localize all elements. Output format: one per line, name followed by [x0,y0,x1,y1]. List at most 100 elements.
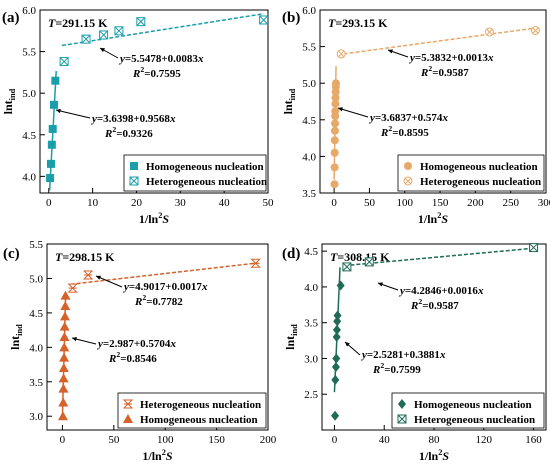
x-tick-label: 40 [219,197,231,209]
annotation-arrowhead [378,282,383,287]
x-tick-label: 300 [538,197,550,209]
text-span: =3.6398+0.9568 [97,113,171,125]
legend-entry-label: Heterogeneous nucleation [140,399,261,411]
text-span: x [439,349,446,361]
fit-r-squared-text: R2=0.8595 [380,124,429,139]
text-span: =0.7599 [384,364,421,376]
y-tick-label: 3.0 [304,353,318,365]
point-diamond [333,316,342,327]
data-point [51,76,60,85]
x-tick-label: 20 [131,197,143,209]
data-point [58,383,69,393]
text-span: y [90,113,97,125]
text-span: x [197,53,204,65]
x-tick-label: 200 [467,197,484,209]
data-point [60,290,71,300]
text-span: =2.987+0.5704 [103,338,171,350]
text-span: R [380,127,388,139]
y-tick-label: 4.5 [29,308,43,320]
data-point [122,399,134,409]
fit-equation-text: y=4.9017+0.0017x [122,281,208,293]
y-tick-label: 4.0 [22,171,36,183]
point-cross [364,257,374,267]
data-point [82,270,94,280]
y-axis-label-text: lntind [8,324,24,350]
text-span: =293.15 K [335,16,388,30]
x-tick-label: 0 [46,197,52,209]
text-span: =0.8595 [392,127,429,139]
data-point [397,414,407,424]
y-tick-label: 3.0 [29,411,43,423]
x-tick-label: 50 [108,434,120,446]
y-tick-label: 3.5 [304,318,318,330]
data-point [331,119,340,128]
text-span: 2 [388,124,392,133]
panel-label: (a) [2,10,20,26]
data-point [332,353,341,364]
text-span: 1/ln [139,212,159,226]
panel-label: (d) [282,246,300,262]
y-tick-label: 6.0 [302,5,316,17]
text-span: =298.15 K [62,250,115,264]
text-span: =5.5478+0.0083 [125,53,199,65]
point-triangle [58,397,69,407]
text-span: T [330,250,338,264]
point-cross [114,26,124,36]
text-span: 2 [380,361,384,370]
point-cross [529,243,538,252]
panel-label: (b) [282,10,300,26]
point-triangle [59,332,70,341]
text-span: T [55,250,63,264]
data-point [47,140,56,149]
point-circle [331,93,340,102]
legend: Homogeneous nucleation Heterogeneous nucl… [397,154,545,192]
data-point [58,363,69,372]
text-span: R [132,68,140,80]
x-tick-label: 10 [87,197,99,209]
fit-r-squared: R2=0.9587 [410,297,459,312]
data-point [336,49,346,59]
y-tick-label: 4.5 [302,115,316,127]
plot-frame [319,9,547,194]
data-point [57,411,68,421]
data-point [59,57,69,67]
text-span: =4.9017+0.0017 [129,281,203,293]
data-point [123,414,133,423]
point-cross [59,57,69,66]
fit-equation-text: y=4.2846+0.0016x [398,285,484,297]
annotation-arrow [337,107,369,118]
fit-equation: y=3.6837+0.574x [368,112,448,124]
annotation-arrowhead [72,336,77,342]
data-point [59,332,70,341]
point-square [46,174,55,183]
point-cross [337,50,345,58]
fit-r-squared-text: R2=0.9587 [420,64,469,79]
text-span: =308.15 K [337,250,390,264]
text-span: y [118,53,125,65]
data-point [333,316,342,327]
y-tick-label: 5.0 [29,273,43,285]
annotation-arrowhead [345,342,350,347]
point-cross [259,15,268,25]
point-triangle [59,352,70,362]
x-tick-label: 0 [332,434,338,446]
point-diamond [333,310,342,321]
data-point [530,25,540,35]
text-span: y [408,52,415,64]
data-point [81,34,91,44]
fit-r-squared-text: R2=0.7599 [372,361,421,376]
legend-entry-label: Homogeneous nucleation [420,161,538,173]
point-square [47,140,56,149]
chart-panel-d: (d) T=308.15 K 0 40 80 120 160 2.5 3.0 3.5 4.0 4.5 1… [282,243,547,463]
point-hourglass [250,258,261,268]
text-span: S [166,449,173,463]
chart-panel-b: (b) T=293.15 K 0 50 100 150 200 250 300 3.5 4.0 4.5… [281,5,550,226]
legend-entry-label: Heterogeneous nucleation [146,176,267,188]
x-tick-label: 100 [157,434,174,446]
